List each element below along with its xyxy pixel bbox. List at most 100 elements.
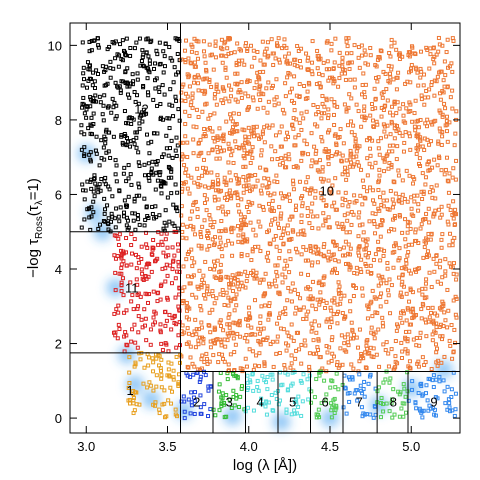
point bbox=[347, 92, 352, 97]
point bbox=[388, 71, 393, 76]
point bbox=[103, 182, 108, 187]
point bbox=[206, 323, 211, 328]
point bbox=[189, 274, 194, 279]
point bbox=[288, 257, 293, 262]
point bbox=[286, 237, 291, 242]
point bbox=[384, 198, 389, 203]
point bbox=[373, 252, 378, 257]
point bbox=[448, 95, 453, 100]
point bbox=[371, 124, 376, 129]
point bbox=[140, 325, 145, 330]
point bbox=[255, 106, 260, 111]
point bbox=[408, 80, 413, 85]
point bbox=[282, 266, 287, 271]
point bbox=[222, 303, 227, 308]
point bbox=[443, 273, 448, 278]
point bbox=[394, 87, 399, 92]
point bbox=[244, 279, 249, 284]
point bbox=[299, 361, 304, 366]
point bbox=[390, 217, 395, 222]
point bbox=[276, 225, 281, 230]
point bbox=[194, 295, 199, 300]
point bbox=[162, 220, 167, 225]
point bbox=[396, 168, 401, 173]
point bbox=[340, 172, 345, 177]
point bbox=[270, 157, 275, 162]
point bbox=[391, 265, 396, 270]
point bbox=[362, 90, 367, 95]
point bbox=[313, 244, 318, 249]
point bbox=[174, 135, 179, 140]
point bbox=[320, 73, 325, 78]
point bbox=[453, 131, 458, 136]
point bbox=[171, 368, 176, 373]
point bbox=[314, 330, 319, 335]
series-3 bbox=[178, 35, 459, 374]
point bbox=[252, 86, 257, 91]
point bbox=[239, 197, 244, 202]
point bbox=[405, 306, 410, 311]
point bbox=[217, 408, 222, 413]
point bbox=[93, 148, 98, 153]
point bbox=[248, 149, 253, 154]
point bbox=[238, 48, 243, 53]
point bbox=[407, 329, 412, 334]
point bbox=[243, 164, 248, 169]
point bbox=[211, 67, 216, 72]
point bbox=[281, 241, 286, 246]
point bbox=[450, 88, 455, 93]
point bbox=[184, 257, 189, 262]
point bbox=[443, 257, 448, 262]
point bbox=[136, 150, 141, 155]
point bbox=[208, 266, 213, 271]
point bbox=[290, 381, 295, 386]
point bbox=[298, 65, 303, 70]
point bbox=[192, 390, 197, 395]
point bbox=[252, 276, 257, 281]
point bbox=[337, 151, 342, 156]
point bbox=[297, 347, 302, 352]
point bbox=[326, 149, 331, 154]
point bbox=[242, 215, 247, 220]
point bbox=[202, 359, 207, 364]
point bbox=[233, 139, 238, 144]
point bbox=[397, 57, 402, 62]
point bbox=[200, 353, 205, 358]
point bbox=[258, 188, 263, 193]
point bbox=[281, 309, 286, 314]
point bbox=[289, 98, 294, 103]
point bbox=[261, 277, 266, 282]
point bbox=[419, 69, 424, 74]
point bbox=[233, 373, 238, 378]
point bbox=[405, 230, 410, 235]
point bbox=[127, 355, 132, 360]
point bbox=[376, 327, 381, 332]
point bbox=[356, 215, 361, 220]
point bbox=[235, 284, 240, 289]
point bbox=[287, 90, 292, 95]
point bbox=[106, 227, 111, 232]
point bbox=[140, 55, 145, 60]
point bbox=[159, 282, 164, 287]
point bbox=[218, 145, 223, 150]
point bbox=[82, 145, 87, 150]
point bbox=[200, 335, 205, 340]
point bbox=[162, 64, 167, 69]
point bbox=[447, 338, 452, 343]
point bbox=[425, 137, 430, 142]
point bbox=[435, 74, 440, 79]
point bbox=[407, 220, 412, 225]
point bbox=[345, 332, 350, 337]
point bbox=[307, 364, 312, 369]
point bbox=[416, 391, 421, 396]
point bbox=[343, 190, 348, 195]
x-tick-label-4: 5.0 bbox=[402, 439, 420, 454]
point bbox=[124, 179, 129, 184]
point bbox=[311, 338, 316, 343]
point bbox=[260, 131, 265, 136]
point bbox=[240, 127, 245, 132]
point bbox=[80, 40, 85, 45]
point bbox=[432, 157, 437, 162]
point bbox=[390, 250, 395, 255]
point bbox=[299, 219, 304, 224]
